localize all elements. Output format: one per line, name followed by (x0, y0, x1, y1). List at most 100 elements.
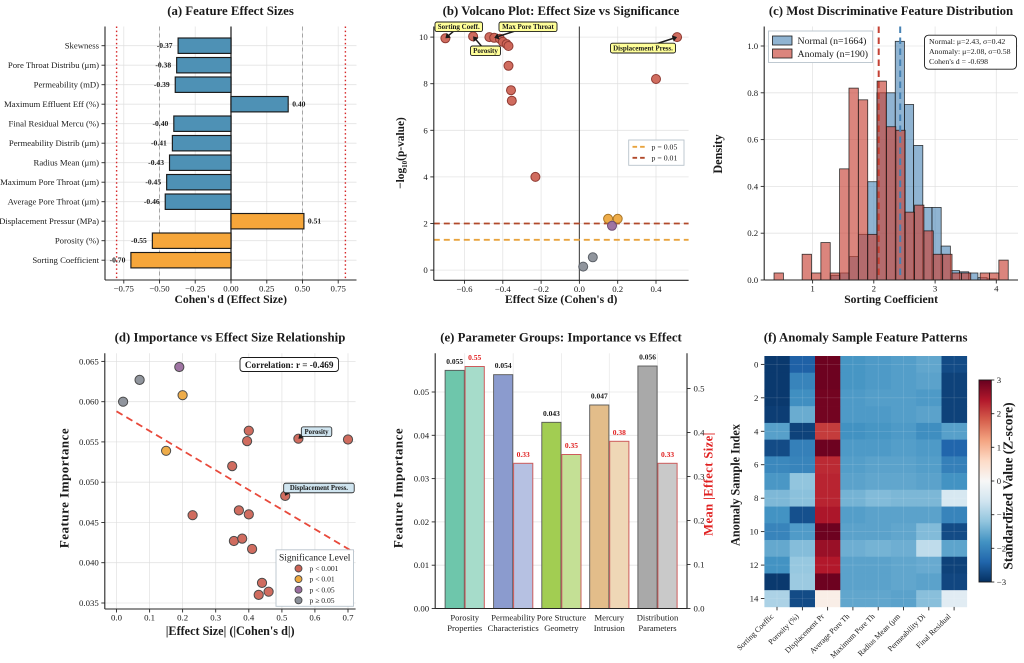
svg-text:12: 12 (750, 560, 759, 570)
svg-text:−0.2: −0.2 (533, 284, 549, 294)
svg-text:0.4: 0.4 (243, 613, 255, 623)
svg-text:(c) Most Discriminative Featur: (c) Most Discriminative Feature Distribu… (769, 4, 1013, 18)
svg-text:0.055: 0.055 (446, 357, 463, 366)
svg-text:Cohen's d = -0.698: Cohen's d = -0.698 (929, 57, 988, 66)
svg-text:p = 0.01: p = 0.01 (652, 154, 678, 163)
svg-text:2: 2 (997, 409, 1001, 419)
svg-text:(f) Anomaly Sample Feature Pat: (f) Anomaly Sample Feature Patterns (764, 331, 968, 345)
svg-text:Mean |Effect Size|: Mean |Effect Size| (702, 432, 716, 536)
svg-text:0.4: 0.4 (651, 284, 663, 294)
svg-text:-0.70: -0.70 (110, 256, 126, 265)
svg-text:Anomaly: μ=2.08, σ=0.58: Anomaly: μ=2.08, σ=0.58 (929, 47, 1011, 56)
svg-text:6: 6 (754, 460, 759, 470)
svg-text:0.04: 0.04 (414, 430, 430, 440)
svg-text:0: 0 (997, 476, 1002, 486)
svg-text:-0.39: -0.39 (154, 80, 170, 89)
svg-text:p < 0.05: p < 0.05 (310, 585, 335, 594)
svg-text:(b) Volcano Plot: Effect Size: (b) Volcano Plot: Effect Size vs Signifi… (443, 4, 680, 18)
svg-text:10: 10 (750, 527, 759, 537)
svg-text:Significance Level: Significance Level (279, 553, 351, 564)
svg-text:0.38: 0.38 (613, 428, 626, 437)
svg-text:Pore Structure: Pore Structure (537, 613, 587, 623)
svg-text:Standardized Value (Z-score): Standardized Value (Z-score) (1001, 402, 1016, 569)
svg-text:4: 4 (423, 172, 428, 182)
svg-text:0.1: 0.1 (144, 613, 155, 623)
svg-text:0.55: 0.55 (468, 353, 481, 362)
svg-text:0.1: 0.1 (694, 560, 705, 570)
svg-text:0.6: 0.6 (747, 135, 759, 145)
svg-text:0.2: 0.2 (694, 516, 705, 526)
svg-text:0.01: 0.01 (414, 560, 429, 570)
svg-text:0.00: 0.00 (223, 284, 239, 294)
svg-text:-0.55: -0.55 (131, 236, 147, 245)
svg-text:−0.75: −0.75 (114, 284, 135, 294)
svg-text:0.047: 0.047 (591, 391, 608, 400)
svg-text:8: 8 (423, 79, 428, 89)
svg-text:Density: Density (711, 134, 725, 173)
svg-text:0.060: 0.060 (79, 397, 99, 407)
svg-text:Normal: μ=2.43, σ=0.42: Normal: μ=2.43, σ=0.42 (929, 37, 1005, 46)
svg-text:0.2: 0.2 (177, 613, 188, 623)
svg-text:0.50: 0.50 (295, 284, 311, 294)
svg-text:Max Pore Throat: Max Pore Throat (502, 23, 554, 31)
svg-text:Permeability Distrib (μm): Permeability Distrib (μm) (9, 138, 99, 148)
svg-text:Displacement Press.: Displacement Press. (290, 485, 348, 492)
svg-text:Intrusion: Intrusion (594, 623, 626, 633)
svg-text:−1: −1 (997, 510, 1006, 520)
svg-text:0.33: 0.33 (661, 450, 674, 459)
svg-text:0.5: 0.5 (276, 613, 288, 623)
svg-text:Sorting Coefficient: Sorting Coefficient (844, 293, 938, 306)
svg-text:0.8: 0.8 (747, 88, 759, 98)
svg-text:(d) Importance vs Effect Size: (d) Importance vs Effect Size Relationsh… (115, 331, 346, 345)
svg-text:0.05: 0.05 (414, 387, 430, 397)
svg-text:Mercury: Mercury (595, 613, 625, 623)
svg-text:p ≥ 0.05: p ≥ 0.05 (310, 596, 335, 605)
svg-text:−0.4: −0.4 (495, 284, 512, 294)
svg-text:0.40: 0.40 (292, 100, 305, 109)
svg-text:Average Pore Throat (μm): Average Pore Throat (μm) (8, 196, 100, 206)
svg-text:−0.25: −0.25 (185, 284, 206, 294)
svg-text:0.0: 0.0 (694, 604, 706, 614)
svg-text:−2: −2 (997, 543, 1006, 553)
svg-text:0.4: 0.4 (694, 428, 706, 438)
svg-text:Parameters: Parameters (638, 623, 677, 633)
svg-text:|Effect Size| (|Cohen's d|): |Effect Size| (|Cohen's d|) (166, 624, 295, 638)
svg-text:0.043: 0.043 (543, 409, 560, 418)
svg-text:0.4: 0.4 (747, 181, 759, 191)
svg-text:Pore Throat Distribu (μm): Pore Throat Distribu (μm) (8, 60, 99, 70)
svg-text:14: 14 (750, 594, 759, 604)
svg-text:-0.46: -0.46 (144, 197, 160, 206)
svg-text:-0.40: -0.40 (152, 119, 168, 128)
svg-text:0.055: 0.055 (79, 437, 99, 447)
svg-text:0.065: 0.065 (79, 356, 99, 366)
svg-text:-0.45: -0.45 (145, 178, 161, 187)
svg-text:2: 2 (423, 219, 427, 229)
svg-text:4: 4 (994, 284, 999, 294)
svg-text:0.7: 0.7 (342, 613, 354, 623)
svg-text:(e) Parameter Groups: Importan: (e) Parameter Groups: Importance vs Effe… (440, 331, 682, 345)
svg-text:-0.37: -0.37 (157, 41, 173, 50)
svg-text:6: 6 (423, 125, 428, 135)
svg-text:0.0: 0.0 (747, 275, 759, 285)
svg-text:0: 0 (423, 265, 428, 275)
svg-text:−0.6: −0.6 (457, 284, 474, 294)
svg-text:(a) Feature Effect Sizes: (a) Feature Effect Sizes (167, 4, 294, 18)
svg-text:Feature Importance: Feature Importance (56, 428, 71, 548)
svg-text:Displacement Pressur (MPa): Displacement Pressur (MPa) (0, 216, 99, 226)
svg-text:Maximum Pore Throat (μm): Maximum Pore Throat (μm) (0, 177, 99, 187)
svg-text:0.0: 0.0 (574, 284, 586, 294)
svg-text:0.6: 0.6 (309, 613, 321, 623)
svg-text:Porosity (%): Porosity (%) (55, 235, 99, 245)
svg-text:−3: −3 (997, 577, 1007, 587)
svg-text:Porosity: Porosity (473, 47, 498, 55)
svg-text:Anomaly Sample Index: Anomaly Sample Index (729, 423, 743, 546)
svg-text:8: 8 (754, 493, 759, 503)
svg-text:0.054: 0.054 (495, 361, 512, 370)
svg-text:Skewness: Skewness (65, 40, 100, 50)
svg-text:Porosity: Porosity (450, 613, 479, 623)
svg-text:Permeability: Permeability (491, 613, 536, 623)
svg-text:0.035: 0.035 (79, 598, 99, 608)
svg-text:0.056: 0.056 (639, 353, 656, 362)
svg-text:0.3: 0.3 (694, 472, 706, 482)
svg-text:Final Residual Mercu (%): Final Residual Mercu (%) (9, 118, 100, 128)
